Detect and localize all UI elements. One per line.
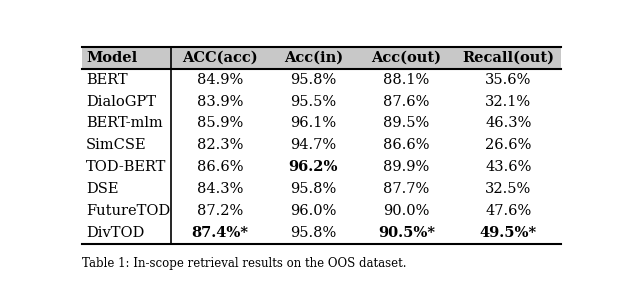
Text: 83.9%: 83.9% — [197, 95, 243, 109]
Text: Recall(out): Recall(out) — [463, 51, 554, 65]
Text: 96.1%: 96.1% — [290, 116, 336, 130]
Text: 26.6%: 26.6% — [485, 138, 531, 152]
Text: 87.2%: 87.2% — [197, 204, 243, 218]
Text: SimCSE: SimCSE — [86, 138, 146, 152]
Text: 89.9%: 89.9% — [383, 160, 429, 174]
Text: DivTOD: DivTOD — [86, 226, 145, 240]
Text: 43.6%: 43.6% — [485, 160, 531, 174]
Text: 87.6%: 87.6% — [383, 95, 429, 109]
Text: 32.5%: 32.5% — [485, 182, 531, 196]
Text: 87.7%: 87.7% — [383, 182, 429, 196]
Text: DialoGPT: DialoGPT — [86, 95, 156, 109]
Text: Acc(out): Acc(out) — [372, 51, 441, 65]
Text: 87.4%*: 87.4%* — [192, 226, 249, 240]
Text: ACC(acc): ACC(acc) — [182, 51, 258, 65]
Text: 35.6%: 35.6% — [485, 73, 531, 87]
Text: 49.5%*: 49.5%* — [480, 226, 537, 240]
Text: 95.5%: 95.5% — [290, 95, 336, 109]
Text: 84.3%: 84.3% — [197, 182, 243, 196]
Text: 94.7%: 94.7% — [290, 138, 336, 152]
Text: TOD-BERT: TOD-BERT — [86, 160, 167, 174]
Text: Acc(in): Acc(in) — [284, 51, 343, 65]
Text: 82.3%: 82.3% — [197, 138, 243, 152]
Bar — [82, 47, 561, 69]
Text: BERT-mlm: BERT-mlm — [86, 116, 163, 130]
Text: BERT: BERT — [86, 73, 128, 87]
Text: 89.5%: 89.5% — [383, 116, 429, 130]
Text: 95.8%: 95.8% — [290, 73, 336, 87]
Text: 85.9%: 85.9% — [197, 116, 243, 130]
Text: 90.5%*: 90.5%* — [378, 226, 435, 240]
Text: FutureTOD: FutureTOD — [86, 204, 170, 218]
Text: DSE: DSE — [86, 182, 118, 196]
Text: 96.2%: 96.2% — [289, 160, 338, 174]
Text: Model: Model — [86, 51, 137, 65]
Text: 32.1%: 32.1% — [485, 95, 531, 109]
Text: 84.9%: 84.9% — [197, 73, 243, 87]
Text: 95.8%: 95.8% — [290, 226, 336, 240]
Text: 86.6%: 86.6% — [197, 160, 243, 174]
Text: Table 1: In-scope retrieval results on the OOS dataset.: Table 1: In-scope retrieval results on t… — [82, 257, 407, 270]
Text: 88.1%: 88.1% — [383, 73, 429, 87]
Text: 90.0%: 90.0% — [383, 204, 429, 218]
Text: 96.0%: 96.0% — [290, 204, 336, 218]
Text: 46.3%: 46.3% — [485, 116, 531, 130]
Text: 95.8%: 95.8% — [290, 182, 336, 196]
Text: 47.6%: 47.6% — [485, 204, 531, 218]
Text: 86.6%: 86.6% — [383, 138, 430, 152]
